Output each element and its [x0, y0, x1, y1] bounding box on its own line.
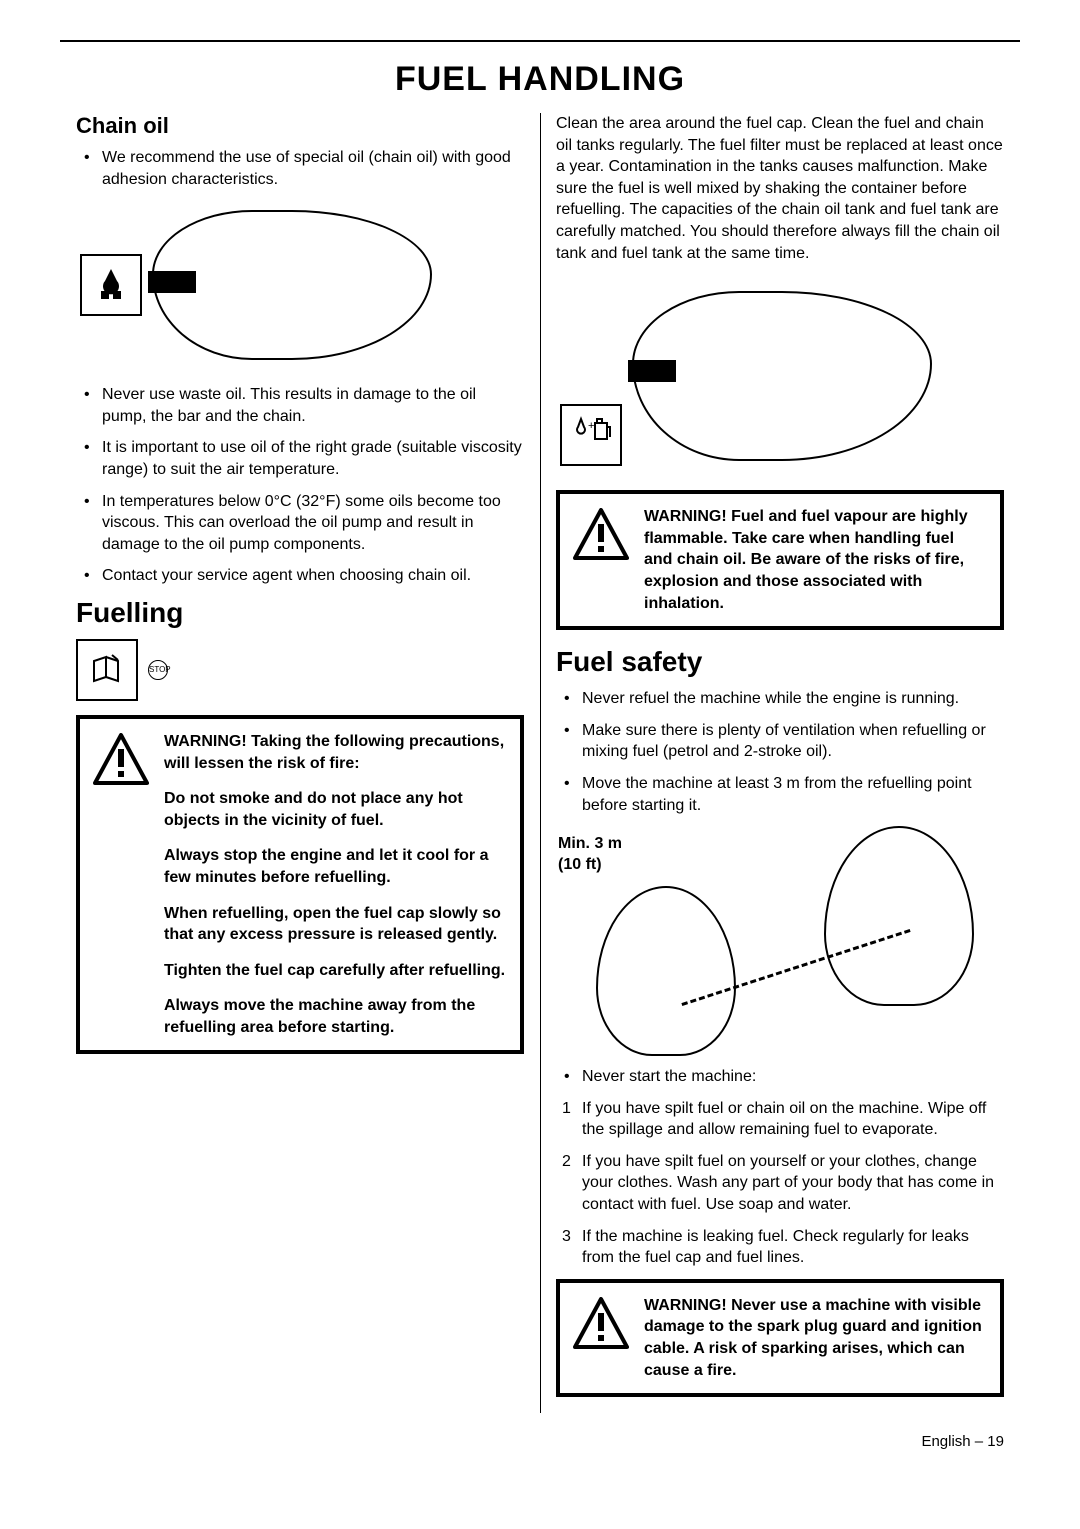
fuel-safety-top-list: Never refuel the machine while the engin… [556, 688, 1004, 816]
fuel-vapour-warning-box: WARNING! Fuel and fuel vapour are highly… [556, 490, 1004, 630]
chain-oil-illustration [76, 200, 524, 370]
fuel-safety-heading: Fuel safety [556, 646, 1004, 678]
warning-line: WARNING! Taking the following precaution… [164, 731, 506, 774]
content-columns: Chain oil We recommend the use of specia… [60, 113, 1020, 1413]
chainsaw-outline [632, 291, 932, 461]
warning-line: Always stop the engine and let it cool f… [164, 845, 506, 888]
warning-line: Do not smoke and do not place any hot ob… [164, 788, 506, 831]
list-item: Make sure there is plenty of ventilation… [556, 720, 1004, 763]
warning-line: Always move the machine away from the re… [164, 995, 506, 1038]
fuelling-icons: STOP [76, 639, 524, 701]
list-item: Never start the machine: [556, 1066, 1004, 1088]
list-item: If you have spilt fuel on yourself or yo… [556, 1151, 1004, 1216]
figure-walking [824, 826, 974, 1006]
warning-line: When refuelling, open the fuel cap slowl… [164, 903, 506, 946]
fuelling-heading: Fuelling [76, 597, 524, 629]
spark-plug-warning-box: WARNING! Never use a machine with visibl… [556, 1279, 1004, 1397]
chain-oil-bottom-list: Never use waste oil. This results in dam… [76, 384, 524, 587]
distance-label: Min. 3 m (10 ft) [558, 834, 622, 876]
page-title: FUEL HANDLING [60, 60, 1020, 99]
distance-illustration: Min. 3 m (10 ft) [556, 826, 1004, 1056]
list-item: Never use waste oil. This results in dam… [76, 384, 524, 427]
figure-refuelling [596, 886, 736, 1056]
warning-line: WARNING! Fuel and fuel vapour are highly… [644, 506, 986, 614]
column-divider [540, 113, 541, 1413]
oil-drop-icon [80, 254, 142, 316]
read-manual-icon [76, 639, 138, 701]
never-start-numbered: If you have spilt fuel or chain oil on t… [556, 1098, 1004, 1269]
fuelling-warning-text: WARNING! Taking the following precaution… [164, 731, 506, 1039]
warning-line: WARNING! Never use a machine with visibl… [644, 1295, 986, 1381]
warning-triangle-icon [92, 731, 150, 787]
oil-fuel-icon: + [560, 404, 622, 466]
intro-paragraph: Clean the area around the fuel cap. Clea… [556, 113, 1004, 264]
page-footer: English – 19 [60, 1433, 1020, 1450]
fuel-vapour-warning-text: WARNING! Fuel and fuel vapour are highly… [644, 506, 986, 614]
list-item: Never refuel the machine while the engin… [556, 688, 1004, 710]
svg-text:+: + [588, 420, 594, 432]
list-item: Contact your service agent when choosing… [76, 565, 524, 587]
stop-icon: STOP [148, 660, 168, 680]
list-item: Move the machine at least 3 m from the r… [556, 773, 1004, 816]
chain-oil-heading: Chain oil [76, 113, 524, 139]
list-item: If the machine is leaking fuel. Check re… [556, 1226, 1004, 1269]
fuelling-illustration: + [556, 276, 1004, 476]
list-item: It is important to use oil of the right … [76, 437, 524, 480]
list-item: In temperatures below 0°C (32°F) some oi… [76, 491, 524, 556]
warning-triangle-icon [572, 1295, 630, 1351]
spark-plug-warning-text: WARNING! Never use a machine with visibl… [644, 1295, 986, 1381]
list-item: We recommend the use of special oil (cha… [76, 147, 524, 190]
left-column: Chain oil We recommend the use of specia… [60, 113, 540, 1413]
right-column: Clean the area around the fuel cap. Clea… [540, 113, 1020, 1413]
list-item: If you have spilt fuel or chain oil on t… [556, 1098, 1004, 1141]
top-rule [60, 40, 1020, 42]
never-start-list: Never start the machine: [556, 1066, 1004, 1088]
fuelling-warning-box: WARNING! Taking the following precaution… [76, 715, 524, 1055]
chain-oil-top-list: We recommend the use of special oil (cha… [76, 147, 524, 190]
warning-triangle-icon [572, 506, 630, 562]
warning-line: Tighten the fuel cap carefully after ref… [164, 960, 506, 982]
chainsaw-outline [152, 210, 432, 360]
